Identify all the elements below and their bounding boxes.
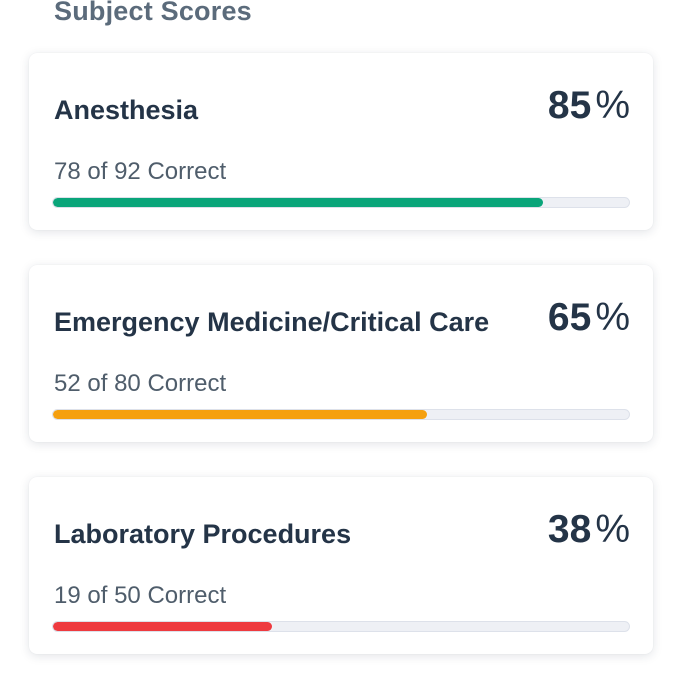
total-number: 50 xyxy=(114,582,141,609)
progress-bar xyxy=(52,197,630,208)
subject-score: 38% xyxy=(548,510,630,549)
score-unit: % xyxy=(595,296,630,339)
score-value: 38 xyxy=(547,508,592,551)
section-title: Subject Scores xyxy=(54,0,252,26)
correct-count: 78 of 92 Correct xyxy=(54,158,226,186)
correct-count: 52 of 80 Correct xyxy=(54,370,226,398)
score-value: 85 xyxy=(547,84,592,127)
total-number: 92 xyxy=(114,158,141,185)
subject-card-laboratory-procedures[interactable]: Laboratory Procedures 38% 19 of 50 Corre… xyxy=(29,477,653,654)
of-text: of xyxy=(87,370,108,397)
correct-label: Correct xyxy=(147,158,227,185)
subject-card-anesthesia[interactable]: Anesthesia 85% 78 of 92 Correct xyxy=(29,53,653,230)
subject-card-emergency-medicine[interactable]: Emergency Medicine/Critical Care 65% 52 … xyxy=(29,265,653,442)
subject-score: 85% xyxy=(548,86,630,125)
correct-number: 52 xyxy=(54,370,81,397)
subject-score: 65% xyxy=(548,298,630,337)
score-value: 65 xyxy=(547,296,592,339)
total-number: 80 xyxy=(114,370,141,397)
correct-label: Correct xyxy=(147,370,227,397)
correct-count: 19 of 50 Correct xyxy=(54,582,226,610)
score-unit: % xyxy=(595,84,630,127)
subject-name: Laboratory Procedures xyxy=(54,519,352,549)
correct-number: 19 xyxy=(54,582,81,609)
progress-fill xyxy=(53,622,272,631)
correct-number: 78 xyxy=(54,158,81,185)
progress-fill xyxy=(53,410,428,419)
score-unit: % xyxy=(595,508,630,551)
progress-bar xyxy=(52,409,630,420)
subject-name: Emergency Medicine/Critical Care xyxy=(54,307,490,337)
progress-bar xyxy=(52,621,630,632)
progress-fill xyxy=(53,198,543,207)
subject-name: Anesthesia xyxy=(54,95,199,125)
of-text: of xyxy=(87,582,108,609)
correct-label: Correct xyxy=(147,582,227,609)
of-text: of xyxy=(87,158,108,185)
